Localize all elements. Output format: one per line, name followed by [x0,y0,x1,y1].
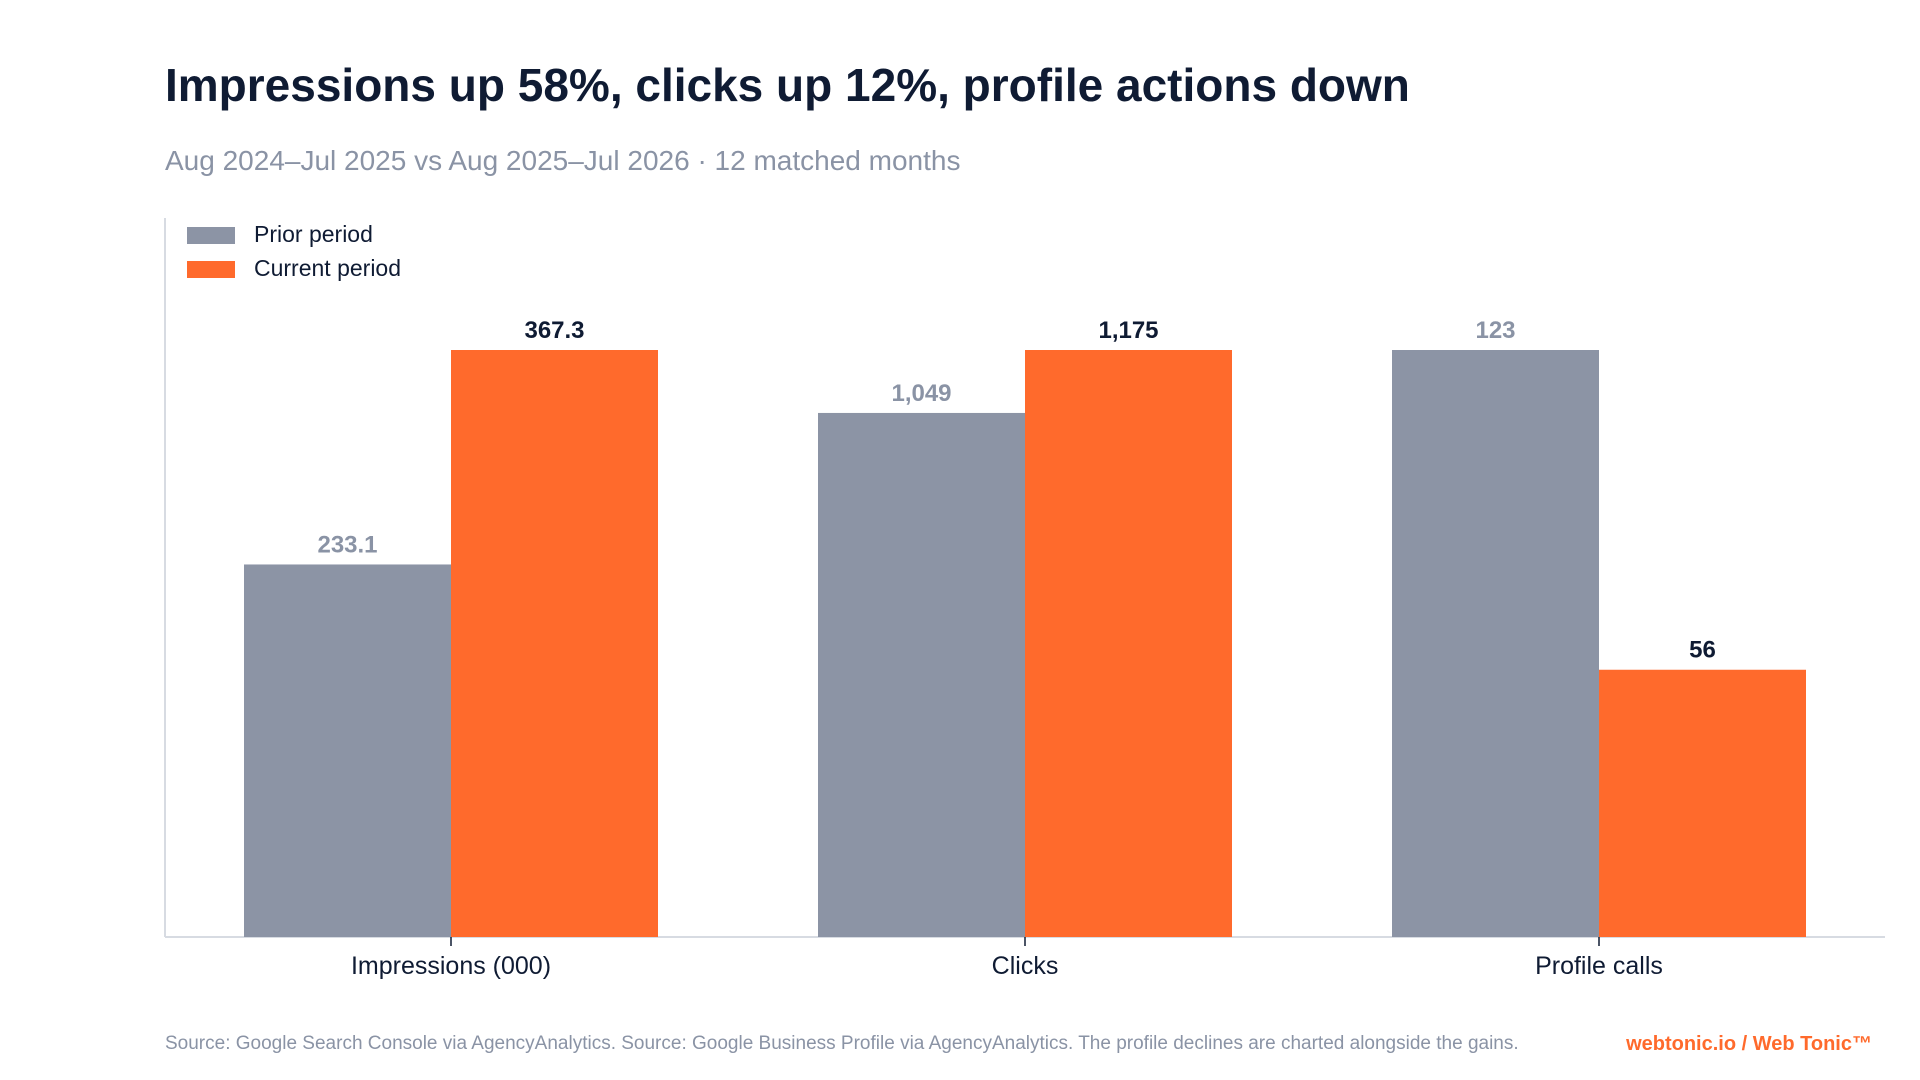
source-note: Source: Google Search Console via Agency… [165,1033,1519,1054]
bar-impressions-000-prior [244,564,451,937]
legend-label-current: Current period [254,255,401,281]
bar-impressions-000-current [451,350,658,937]
bar-profile-calls-prior [1392,350,1599,937]
chart-subtitle: Aug 2024–Jul 2025 vs Aug 2025–Jul 2026 ·… [165,145,961,176]
bar-profile-calls-current [1599,669,1806,937]
data-label-clicks-current: 1,175 [1098,317,1158,344]
legend-label-prior: Prior period [254,221,373,247]
legend-swatch-current [187,261,235,278]
bar-clicks-prior [818,412,1025,937]
chart-title: Impressions up 58%, clicks up 12%, profi… [165,59,1410,111]
bar-clicks-current [1025,350,1232,937]
data-label-impressions-000-current: 367.3 [524,317,584,344]
x-tick-label-impressions-000: Impressions (000) [351,952,551,980]
brand-credit: webtonic.io / Web Tonic™ [1626,1033,1872,1055]
data-label-impressions-000-prior: 233.1 [317,531,377,558]
data-label-profile-calls-prior: 123 [1475,317,1515,344]
data-label-profile-calls-current: 56 [1689,637,1716,664]
data-label-clicks-prior: 1,049 [891,380,951,407]
x-tick-label-clicks: Clicks [992,952,1059,980]
legend-swatch-prior [187,227,235,244]
x-tick-label-profile-calls: Profile calls [1535,952,1663,980]
